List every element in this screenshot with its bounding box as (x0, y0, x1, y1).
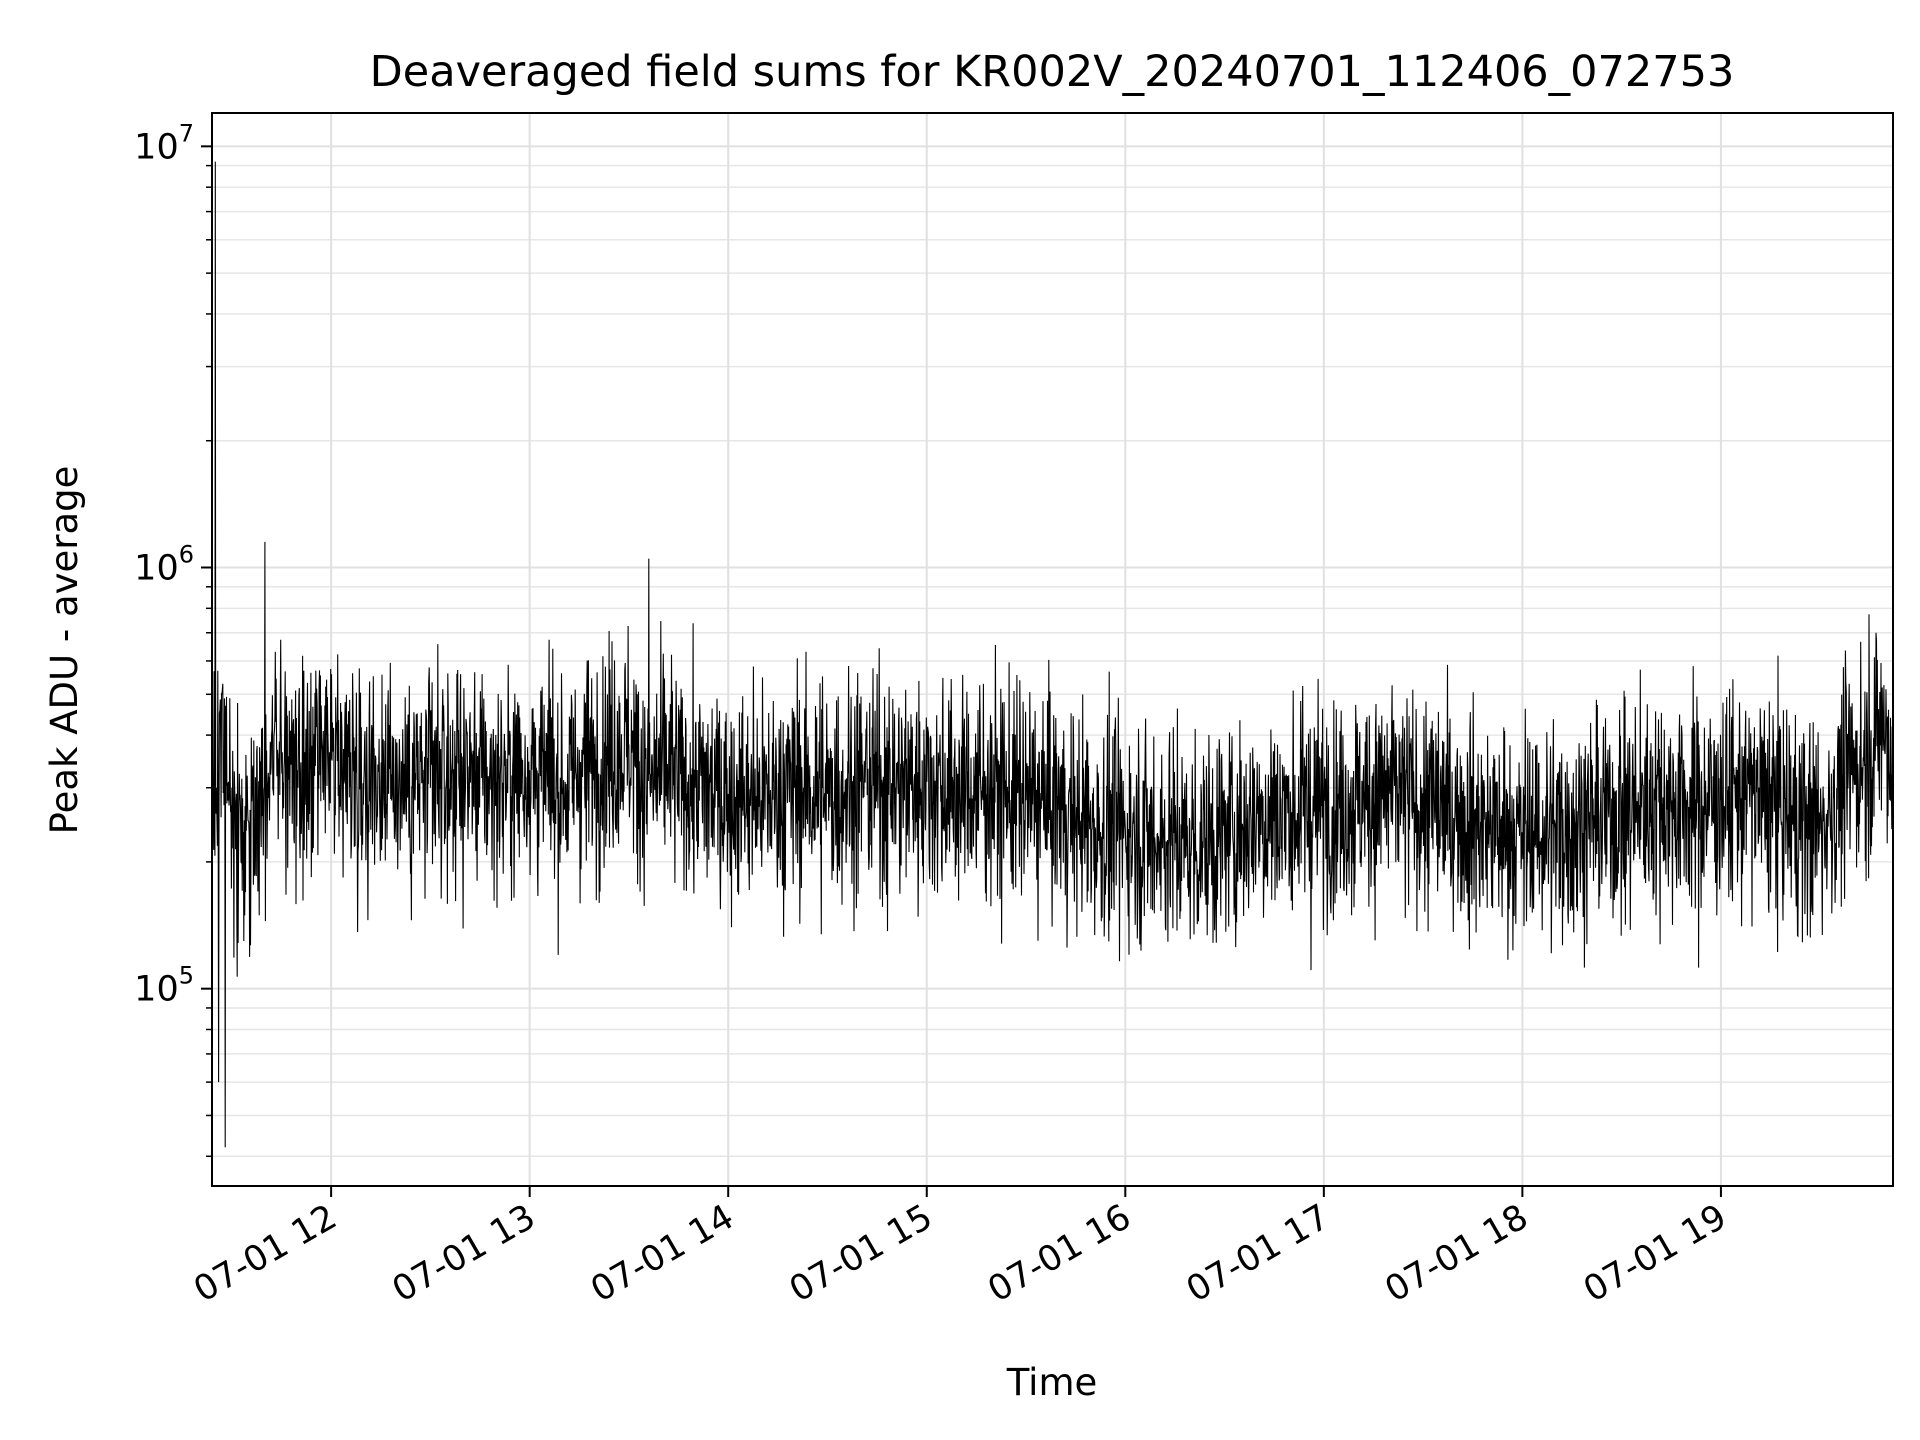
data-series-line (211, 161, 1894, 1148)
y-tick-label: 105 (134, 962, 194, 1010)
x-axis-label: Time (1006, 1361, 1098, 1404)
chart-title: Deaveraged field sums for KR002V_2024070… (370, 47, 1735, 97)
data-line-layer (211, 161, 1894, 1148)
grid (212, 113, 1893, 1186)
y-tick-label: 106 (134, 541, 194, 589)
plot-frame (211, 112, 1894, 1187)
y-tick-label: 107 (134, 119, 194, 167)
y-axis-label: Peak ADU - average (43, 466, 86, 835)
